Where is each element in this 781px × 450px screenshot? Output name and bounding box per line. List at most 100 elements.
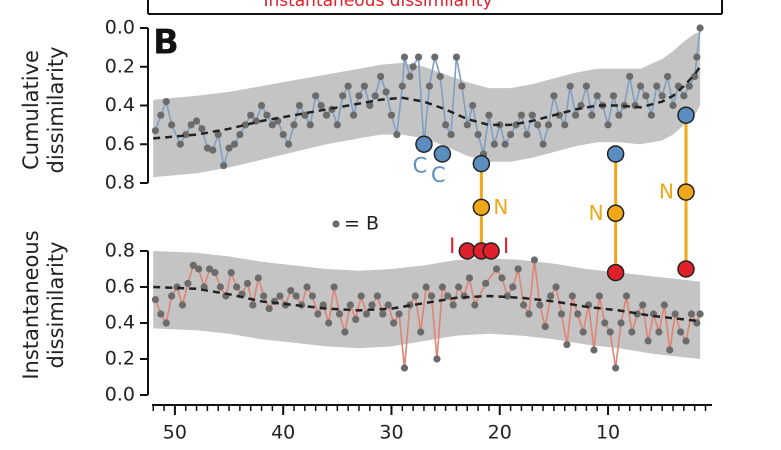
data-point [187, 121, 195, 129]
header: Instantaneous dissimilarity [263, 0, 492, 11]
data-point [157, 111, 165, 119]
data-point [168, 121, 176, 129]
data-point [658, 92, 666, 100]
x-tick-label: 30 [379, 422, 403, 444]
data-point [366, 101, 374, 110]
data-point [514, 265, 522, 273]
data-point [503, 292, 511, 300]
y-tick-label: 0.2 [105, 348, 135, 370]
data-point [604, 121, 612, 129]
highlight-point [415, 135, 433, 153]
data-point [593, 92, 601, 100]
data-point [301, 111, 309, 119]
data-point [644, 337, 652, 345]
data-point [325, 319, 333, 327]
data-point [452, 53, 461, 61]
connector-node [677, 183, 695, 201]
data-point [534, 121, 542, 129]
legend-label: = B [344, 213, 379, 235]
y-tick-label: 0.4 [105, 94, 135, 116]
data-point [205, 265, 214, 273]
data-point [525, 310, 533, 318]
highlight-point [433, 145, 452, 163]
data-point [427, 292, 436, 300]
data-point [157, 310, 165, 318]
data-point [471, 301, 479, 309]
data-point [539, 140, 547, 148]
data-point [519, 301, 528, 309]
data-point [260, 292, 268, 300]
y-tick-label: 0.2 [105, 55, 135, 77]
data-point [151, 296, 160, 304]
data-point [214, 130, 222, 139]
data-point [339, 92, 347, 100]
data-point [195, 265, 203, 273]
data-point [530, 256, 539, 264]
data-point [693, 53, 701, 61]
x-tick-label: 10 [596, 422, 620, 444]
data-point [660, 301, 668, 309]
data-point [447, 130, 455, 139]
data-point [431, 53, 439, 61]
data-point [595, 292, 603, 300]
data-point [344, 82, 352, 90]
data-point [568, 292, 576, 300]
data-point [490, 140, 498, 148]
data-point [330, 283, 338, 291]
data-point [230, 140, 239, 148]
data-point [285, 140, 293, 148]
data-point [395, 310, 403, 318]
data-point [438, 283, 446, 291]
data-point [406, 72, 414, 81]
data-point [509, 283, 517, 291]
data-point [442, 121, 450, 129]
data-point [209, 146, 217, 154]
data-point [566, 82, 574, 90]
data-point [588, 111, 596, 119]
data-point [655, 328, 663, 336]
data-point [458, 82, 466, 90]
data-point [528, 111, 536, 119]
x-tick-label: 40 [271, 422, 295, 444]
data-point [680, 92, 688, 100]
panel-label: B [153, 23, 179, 63]
x-tick-label: 50 [163, 422, 187, 444]
data-point [292, 292, 300, 300]
data-point [552, 283, 560, 291]
data-point [220, 161, 228, 170]
data-point [482, 279, 490, 287]
data-point [312, 92, 320, 100]
confidence-band [153, 251, 701, 359]
data-point [400, 364, 409, 372]
data-point [544, 121, 553, 129]
trend-line [153, 285, 701, 323]
data-point [639, 301, 647, 309]
data-point [547, 292, 555, 300]
data-point [474, 130, 482, 139]
data-point [306, 121, 314, 129]
data-point [257, 101, 266, 110]
data-point [314, 310, 322, 318]
y-axis-label: Cumulative [19, 50, 43, 170]
data-point [541, 323, 549, 331]
y-axis-label: Instantaneous [19, 230, 43, 379]
data-point [168, 292, 176, 300]
data-point [400, 53, 409, 61]
trend-line [153, 65, 702, 140]
data-point [682, 337, 690, 345]
data-point [254, 274, 262, 282]
data-point [422, 283, 430, 291]
data-point [189, 261, 197, 269]
data-point [379, 310, 387, 318]
highlight-point [606, 145, 625, 163]
data-point [203, 144, 211, 152]
data-point [417, 328, 425, 336]
data-point [550, 92, 558, 100]
connector-label: N [659, 180, 674, 204]
data-point [216, 283, 224, 291]
data-point [243, 279, 252, 287]
data-point [582, 82, 590, 90]
data-point [377, 72, 385, 81]
data-point [557, 310, 566, 318]
